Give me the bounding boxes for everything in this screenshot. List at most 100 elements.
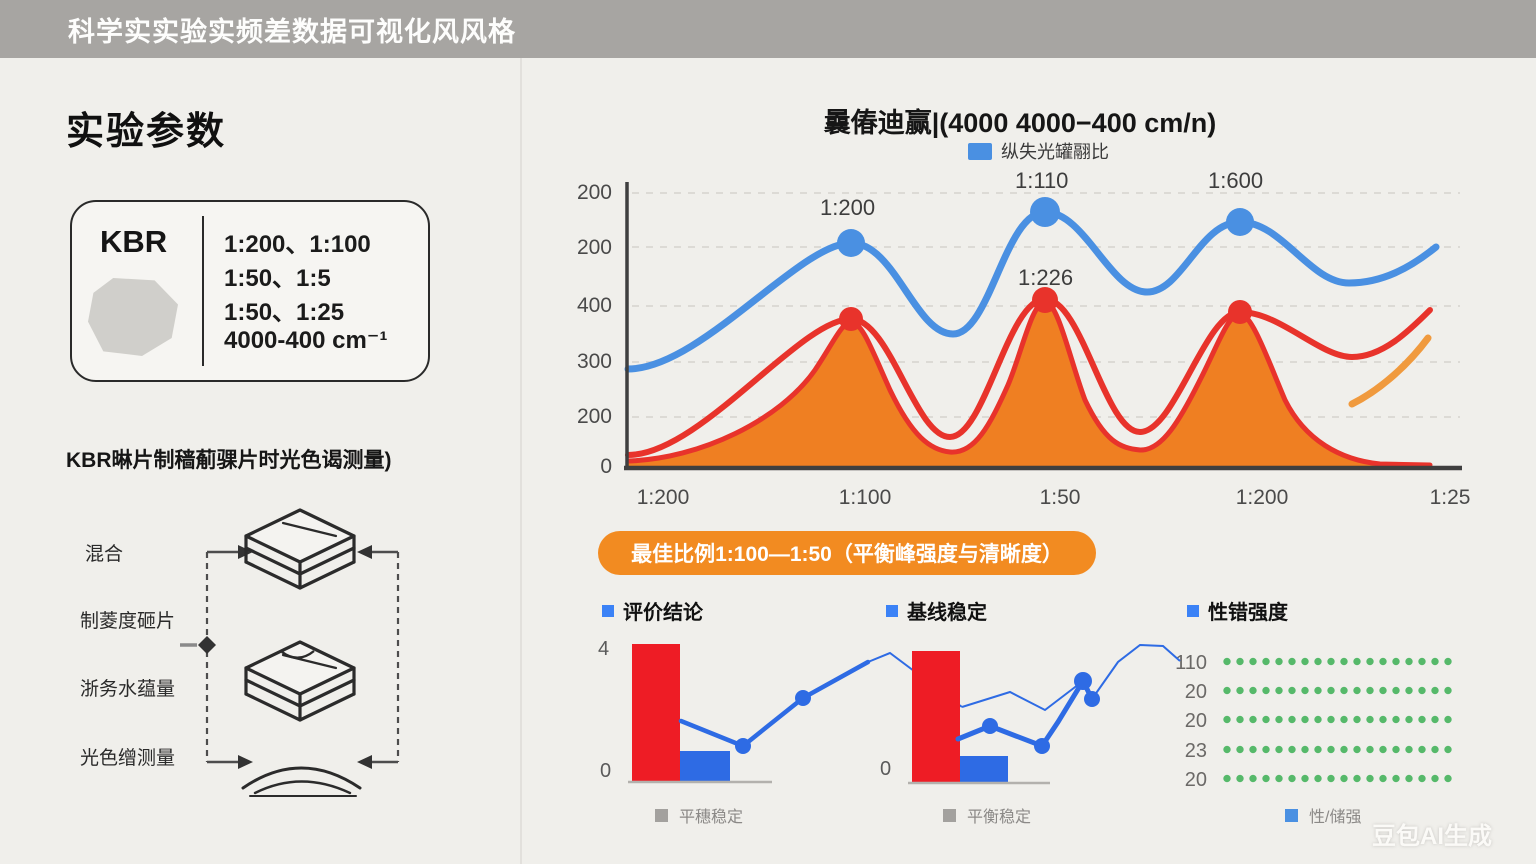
mini-chart-caption-label: 性/储强 [1309, 809, 1362, 826]
bullet-square-icon [602, 604, 614, 617]
line-marker [735, 738, 751, 754]
dot-row-label: 23 [1184, 740, 1207, 762]
green-dot-row [1223, 657, 1456, 666]
flow-step-label: 制菱度砸片 [80, 611, 176, 632]
x-tick: 1:200 [636, 486, 690, 509]
main-chart-axes [624, 182, 1462, 471]
blue-trend-line [955, 675, 1095, 750]
y-tick: 400 [576, 294, 612, 317]
mini-chart-header: 性错强度 [1187, 596, 1288, 625]
slide-title: 科学实实验实频差数据可视化风风格 [68, 16, 516, 47]
mini-chart-evaluation [628, 644, 963, 784]
mini-chart-caption: 平衡稳定 [943, 803, 1031, 827]
mini-y-label: 0 [600, 760, 612, 782]
flow-diagram [180, 545, 400, 769]
blue-trend-line-thin [961, 680, 1084, 712]
arrow-left-icon [357, 545, 372, 559]
mini-y-label: 4 [598, 638, 610, 660]
y-tick: 200 [576, 405, 612, 428]
line-marker [1074, 672, 1092, 690]
bullet-square-icon [886, 604, 898, 617]
dot-row-label: 20 [1184, 710, 1207, 732]
flow-section-label: KBR晽片制穑葪骒片时光色谒测量) [66, 449, 392, 472]
y-tick: 300 [576, 350, 612, 373]
blue-bar [680, 751, 730, 782]
bullet-square-icon [1187, 604, 1199, 617]
pellet-stack-icon [244, 640, 356, 722]
line-marker [1034, 738, 1050, 754]
blue-trend-line [678, 659, 871, 749]
mini-chart-caption-label: 平穗稳定 [679, 809, 744, 826]
red-peak-marker [1032, 287, 1058, 313]
chart-title: 曩偆迪赢|(4000 4000−400 cm/n) [823, 108, 1217, 138]
blue-peak-marker [1030, 197, 1060, 227]
blue-peak-marker [837, 229, 865, 257]
legend-label: 纵失光罐翮比 [1001, 142, 1109, 162]
caption-square-icon [943, 808, 956, 822]
panel-divider [520, 58, 522, 864]
mini-chart-header: 评价结论 [602, 596, 703, 625]
red-bar [632, 644, 680, 782]
point-label: 1:226 [1018, 265, 1074, 290]
ai-watermark: 豆包AI生成 [1372, 823, 1492, 850]
red-peak-marker [839, 307, 863, 331]
mini-chart-caption: 平穗稳定 [655, 803, 743, 827]
line-marker [795, 690, 811, 706]
dot-row-label: 20 [1184, 769, 1207, 791]
line-marker [982, 718, 998, 734]
conclusion-banner-text: 最佳比例1:100—1:50（平衡峰强度与清晰度） [631, 543, 1063, 566]
line-marker [1084, 691, 1100, 707]
x-tick: 1:200 [1235, 486, 1289, 509]
param-line: 1:200、1:100 [224, 231, 371, 258]
mini-y-label: 0 [880, 758, 892, 780]
flow-step-label: 混合 [85, 544, 124, 565]
orange-tail-curve [1348, 334, 1432, 408]
y-tick: 0 [600, 455, 612, 478]
caption-square-icon [655, 808, 668, 822]
caption-square-icon [1285, 808, 1298, 822]
param-line: 4000-400 cm⁻¹ [224, 327, 388, 354]
green-dot-row [1223, 745, 1456, 754]
blue-peak-marker [1226, 208, 1254, 236]
dot-row-label: 110 [1175, 652, 1207, 674]
mini-chart-baseline [908, 643, 1181, 785]
legend-swatch [968, 142, 992, 160]
green-dot-row [1223, 715, 1456, 724]
flow-step-label: 浙务水蕴量 [80, 679, 176, 700]
param-line: 1:50、1:25 [224, 299, 345, 326]
arrow-left-icon [357, 755, 372, 769]
green-dot-row [1223, 686, 1456, 695]
mini-chart-header: 基线稳定 [886, 596, 987, 625]
flow-step-label: 光色缯测量 [80, 748, 176, 769]
y-tick: 200 [576, 236, 612, 259]
x-tick: 1:100 [838, 486, 892, 509]
red-peak-marker [1228, 300, 1252, 324]
blue-bar [960, 756, 1008, 783]
red-bar [912, 651, 960, 783]
x-tick: 1:25 [1429, 486, 1471, 509]
parameter-card: KBR 1:200、1:100 1:50、1:5 1:50、1:25 4000-… [70, 200, 430, 382]
mini-chart-header-label: 性错强度 [1208, 602, 1288, 624]
material-label: KBR [100, 224, 168, 259]
mini-chart-caption: 性/储强 [1285, 803, 1361, 827]
mini-chart-caption-label: 平衡稳定 [967, 809, 1032, 826]
pellet-stack-icon [244, 508, 356, 590]
diamond-node-icon [198, 636, 216, 654]
point-label: 1:200 [820, 195, 876, 220]
pellet-squiggle-detail [281, 650, 315, 659]
dot-row-label: 20 [1184, 681, 1207, 703]
point-label: 1:110 [1015, 168, 1069, 193]
orange-area-series [628, 302, 1432, 466]
kbr-pellet-image [88, 278, 178, 356]
green-dot-row [1223, 774, 1456, 783]
blue-trend-line-thin [1091, 643, 1181, 700]
param-line: 1:50、1:5 [224, 265, 331, 292]
conclusion-banner: 最佳比例1:100—1:50（平衡峰强度与清晰度） [598, 531, 1096, 575]
main-chart-grid [632, 192, 1460, 418]
card-divider [202, 216, 204, 366]
arrow-right-icon [238, 755, 253, 769]
x-tick: 1:50 [1039, 486, 1081, 509]
section-heading: 实验参数 [66, 111, 227, 153]
mini-chart-header-label: 基线稳定 [907, 602, 987, 624]
